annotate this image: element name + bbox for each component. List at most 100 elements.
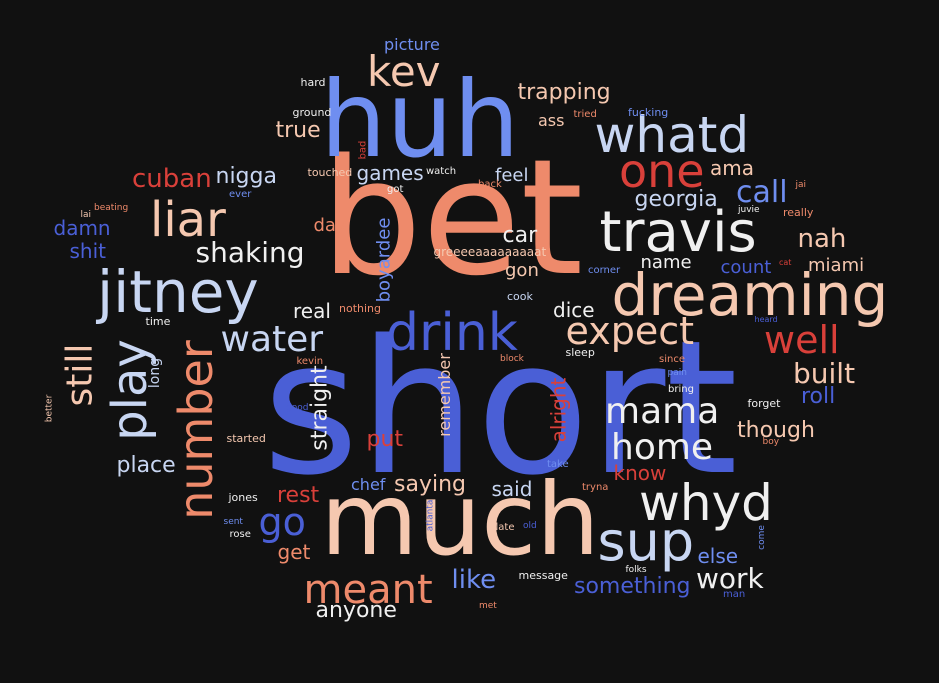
word-like: like bbox=[451, 565, 497, 595]
word-ever: ever bbox=[229, 189, 252, 200]
word-trapping: trapping bbox=[517, 80, 611, 105]
word-late: late bbox=[495, 522, 515, 533]
word-count: count bbox=[720, 257, 772, 278]
word-block: block bbox=[500, 353, 524, 364]
word-huh: huh bbox=[320, 58, 520, 181]
word-number: number bbox=[168, 340, 223, 520]
word-tryna: tryna bbox=[582, 482, 609, 493]
word-shaking: shaking bbox=[195, 236, 305, 269]
word-place: place bbox=[116, 453, 176, 478]
word-man: man bbox=[723, 589, 746, 600]
word-nothing: nothing bbox=[339, 301, 381, 315]
word-long: long bbox=[147, 357, 164, 389]
word-though: though bbox=[737, 418, 815, 443]
word-atlanta: atlanta bbox=[425, 499, 436, 531]
word-built: built bbox=[793, 357, 856, 390]
word-gon: gon bbox=[505, 260, 539, 281]
word-better: better bbox=[44, 394, 55, 422]
word-boy: boy bbox=[762, 436, 780, 447]
word-travis: travis bbox=[599, 200, 757, 265]
word-games: games bbox=[356, 161, 424, 185]
word-sent: sent bbox=[223, 516, 243, 527]
word-else: else bbox=[697, 544, 739, 568]
word-corner: corner bbox=[588, 265, 621, 276]
word-roll: roll bbox=[801, 384, 836, 409]
word-hard: hard bbox=[300, 75, 326, 89]
word-nigga: nigga bbox=[215, 164, 277, 189]
word-started: started bbox=[226, 431, 266, 445]
word-jitney: jitney bbox=[97, 258, 259, 326]
word-sup: sup bbox=[597, 510, 695, 573]
word-jones: jones bbox=[228, 490, 258, 504]
word-feel: feel bbox=[495, 165, 529, 186]
word-anyone: anyone bbox=[315, 598, 397, 623]
word-sleep: sleep bbox=[565, 345, 595, 359]
word-kevin: kevin bbox=[296, 356, 324, 367]
word-ass: ass bbox=[538, 111, 565, 130]
word-take: take bbox=[547, 459, 569, 470]
word-jai: jai bbox=[795, 179, 807, 190]
word-saying: saying bbox=[394, 472, 466, 497]
word-message: message bbox=[518, 568, 568, 582]
word-much: much bbox=[320, 461, 600, 578]
word-car: car bbox=[502, 223, 538, 248]
word-straight: straight bbox=[307, 365, 333, 451]
word-go: go bbox=[258, 500, 306, 544]
word-whatd: whatd bbox=[594, 106, 750, 164]
word-real: real bbox=[293, 299, 331, 323]
word-rest: rest bbox=[277, 483, 320, 508]
word-cook: cook bbox=[507, 289, 533, 303]
word-beating: beating bbox=[94, 202, 129, 213]
word-since: since bbox=[659, 354, 685, 365]
word-well: well bbox=[764, 318, 840, 362]
word-heard: heard bbox=[754, 315, 778, 324]
word-know: know bbox=[613, 461, 667, 485]
word-miami: miami bbox=[808, 255, 865, 276]
word-come: come bbox=[756, 524, 767, 550]
word-mama: mama bbox=[605, 391, 720, 432]
word-georgia: georgia bbox=[634, 187, 718, 212]
word-really: really bbox=[783, 205, 814, 219]
word-back: back bbox=[478, 179, 502, 190]
word-picture: picture bbox=[384, 35, 440, 54]
word-tried: tried bbox=[573, 109, 597, 120]
word-time: time bbox=[145, 314, 171, 328]
word-watch: watch bbox=[426, 166, 457, 177]
word-short: short bbox=[262, 299, 738, 516]
word-rose: rose bbox=[229, 529, 251, 540]
word-liar: liar bbox=[150, 192, 226, 248]
word-bad: bad bbox=[356, 140, 368, 160]
word-put: put bbox=[366, 427, 404, 452]
word-bet: bet bbox=[320, 124, 584, 311]
word-meant: meant bbox=[303, 567, 433, 613]
word-boyardee: boyardee bbox=[372, 217, 394, 303]
word-get: get bbox=[277, 540, 311, 564]
word-play: play bbox=[101, 339, 158, 441]
word-dreaming: dreaming bbox=[611, 261, 889, 329]
word-one: one bbox=[619, 144, 705, 198]
word-alright: alright bbox=[545, 377, 570, 443]
word-still: still bbox=[58, 343, 100, 407]
word-good: good bbox=[286, 402, 309, 413]
word-cat: cat bbox=[779, 258, 792, 267]
word-forget: forget bbox=[747, 396, 781, 410]
word-home: home bbox=[611, 427, 714, 468]
word-day: day bbox=[313, 215, 347, 236]
word-pain: pain bbox=[667, 367, 687, 378]
word-met: met bbox=[479, 600, 497, 611]
word-true: true bbox=[275, 118, 321, 143]
word-old: old bbox=[523, 520, 537, 531]
word-whyd: whyd bbox=[639, 474, 773, 532]
word-cuban: cuban bbox=[132, 164, 212, 194]
word-water: water bbox=[220, 319, 324, 360]
word-something: something bbox=[574, 574, 691, 599]
word-greeeeaaaaaaaaat: greeeeaaaaaaaaat bbox=[433, 245, 547, 259]
word-shit: shit bbox=[69, 239, 107, 263]
word-touched: touched bbox=[307, 165, 353, 179]
word-work: work bbox=[696, 562, 764, 595]
word-expect: expect bbox=[565, 309, 695, 353]
word-remember: remember bbox=[434, 353, 454, 437]
word-call: call bbox=[736, 175, 788, 210]
word-drink: drink bbox=[386, 303, 518, 363]
word-ground: ground bbox=[292, 105, 332, 119]
